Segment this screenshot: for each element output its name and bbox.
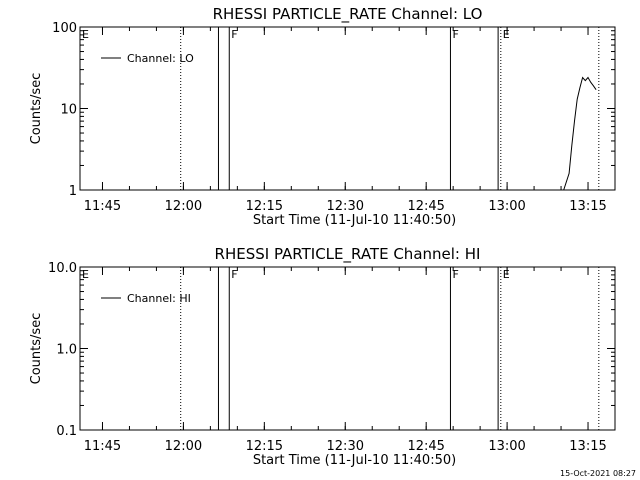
x-tick-label: 13:00	[488, 439, 525, 454]
event-marker-label: F	[452, 268, 458, 281]
chart-title: RHESSI PARTICLE_RATE Channel: LO	[213, 5, 483, 24]
event-marker-label: F	[231, 28, 237, 41]
x-tick-label: 13:00	[488, 199, 525, 214]
x-tick-label: 13:15	[569, 199, 606, 214]
event-marker-label: E	[503, 268, 510, 281]
y-tick-label: 100	[52, 21, 77, 36]
x-tick-label: 12:00	[165, 199, 202, 214]
x-tick-label: 12:15	[246, 199, 283, 214]
event-marker-label: F	[452, 28, 458, 41]
chart-panel-2: RHESSI PARTICLE_RATE Channel: HI 0.1 1.0 10…	[29, 245, 616, 468]
x-tick-label: 12:45	[407, 199, 444, 214]
x-axis-label: Start Time (11-Jul-10 11:40:50)	[253, 213, 456, 228]
event-marker-label: F	[231, 268, 237, 281]
generation-timestamp: 15-Oct-2021 08:27	[560, 469, 636, 478]
x-tick-label: 12:45	[407, 439, 444, 454]
x-tick-label: 12:15	[246, 439, 283, 454]
y-tick-label: 0.1	[56, 424, 77, 439]
y-tick-label: 10	[60, 103, 77, 118]
chart-title: RHESSI PARTICLE_RATE Channel: HI	[215, 245, 481, 264]
event-marker-label: E	[82, 28, 89, 41]
chart-panel-1: RHESSI PARTICLE_RATE Channel: LO 1 10 100 11…	[29, 5, 616, 228]
series-line-channel-lo	[563, 76, 597, 191]
x-axis-label: Start Time (11-Jul-10 11:40:50)	[253, 453, 456, 468]
x-tick-label: 12:00	[165, 439, 202, 454]
x-tick-label: 11:45	[84, 439, 121, 454]
y-tick-label: 1	[69, 184, 77, 199]
y-axis-label: Counts/sec	[29, 313, 44, 385]
y-axis-label: Counts/sec	[29, 73, 44, 145]
legend-label: Channel: LO	[127, 52, 194, 65]
event-marker-label: E	[82, 268, 89, 281]
x-tick-label: 13:15	[569, 439, 606, 454]
x-tick-label: 12:30	[327, 199, 364, 214]
event-marker-label: E	[503, 28, 510, 41]
y-tick-label: 1.0	[56, 343, 77, 358]
x-tick-label: 12:30	[327, 439, 364, 454]
y-tick-label: 10.0	[48, 261, 77, 276]
legend-label: Channel: HI	[127, 292, 191, 305]
x-tick-label: 11:45	[84, 199, 121, 214]
